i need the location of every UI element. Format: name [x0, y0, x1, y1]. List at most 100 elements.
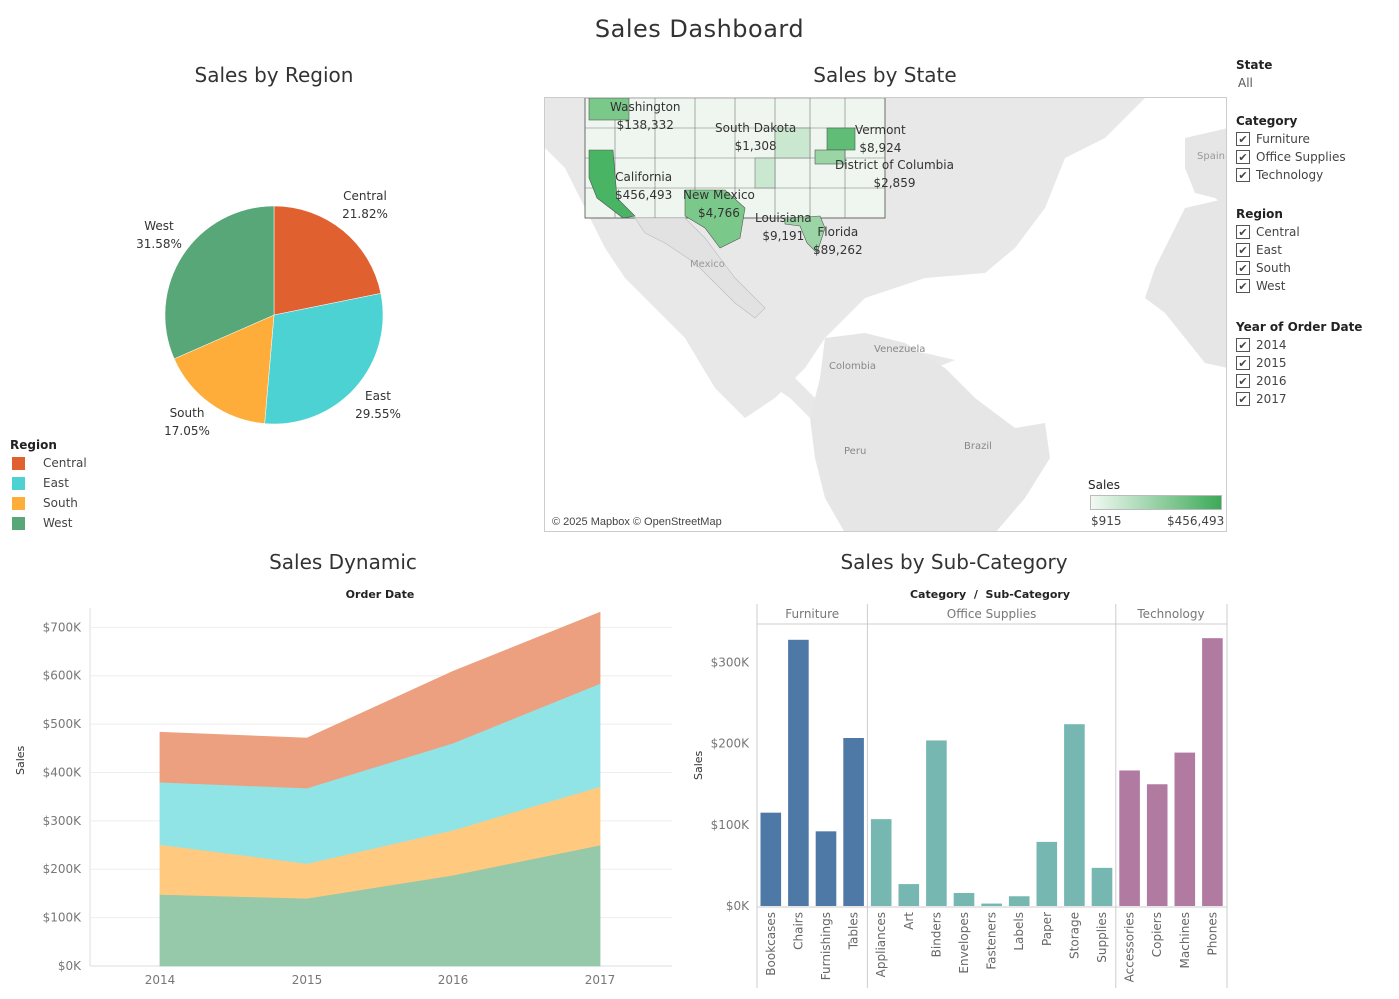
legend-label: Central [43, 456, 87, 470]
checkbox-checked-icon[interactable]: ✔ [1236, 225, 1250, 239]
place-peru: Peru [844, 446, 867, 457]
legend-label: East [43, 476, 69, 490]
pie-slice-west[interactable] [164, 205, 275, 360]
bar-x-label: Machines [1178, 912, 1192, 968]
pie-legend-item-south[interactable]: South [12, 494, 78, 512]
bar-y-tick: $200K [711, 737, 751, 751]
filter-region-west[interactable]: ✔ West [1236, 277, 1286, 295]
bar-furnishings[interactable] [815, 831, 837, 906]
state-name: District of Columbia [835, 158, 954, 172]
checkbox-checked-icon[interactable]: ✔ [1236, 279, 1250, 293]
pie-legend-item-east[interactable]: East [12, 474, 69, 492]
checkbox-checked-icon[interactable]: ✔ [1236, 374, 1250, 388]
checkbox-checked-icon[interactable]: ✔ [1236, 338, 1250, 352]
state-label-louisiana[interactable]: Louisiana $9,191 [755, 209, 812, 245]
pie-legend-item-central[interactable]: Central [12, 454, 87, 472]
filter-category-technology[interactable]: ✔ Technology [1236, 166, 1323, 184]
bar-machines[interactable] [1174, 752, 1196, 906]
legend-label: West [43, 516, 73, 530]
bar-x-label: Labels [1012, 912, 1026, 951]
checkbox-checked-icon[interactable]: ✔ [1236, 168, 1250, 182]
checkbox-label: South [1256, 261, 1291, 275]
pie-pct-west: 31.58% [136, 237, 182, 251]
state-label-california[interactable]: California $456,493 [615, 168, 672, 204]
checkbox-checked-icon[interactable]: ✔ [1236, 356, 1250, 370]
filter-year-2017[interactable]: ✔ 2017 [1236, 390, 1287, 408]
area-series-central[interactable] [159, 611, 601, 789]
area-y-tick: $200K [43, 862, 83, 876]
pie-legend-item-west[interactable]: West [12, 514, 73, 532]
state-label-new-mexico[interactable]: New Mexico $4,766 [683, 186, 755, 222]
area-y-tick: $100K [43, 911, 83, 925]
place-spain: Spain [1197, 151, 1225, 162]
area-y-tick: $700K [43, 620, 83, 634]
bar-chairs[interactable] [788, 639, 809, 906]
filter-state-value[interactable]: All [1238, 76, 1253, 90]
bar-x-label: Accessories [1123, 912, 1137, 982]
checkbox-checked-icon[interactable]: ✔ [1236, 150, 1250, 164]
bar-labels[interactable] [1008, 896, 1030, 906]
state-label-south-dakota[interactable]: South Dakota $1,308 [715, 119, 796, 155]
filter-region-south[interactable]: ✔ South [1236, 259, 1291, 277]
area-x-tick: 2016 [438, 973, 469, 987]
us-states[interactable] [584, 98, 886, 254]
bar-chart[interactable]: $0K $100K $200K $300K Furniture Bookcases Chai… [690, 600, 1235, 995]
filter-year-2014[interactable]: ✔ 2014 [1236, 336, 1287, 354]
pie-slice-east[interactable] [264, 293, 384, 425]
pie-pct-central: 21.82% [342, 207, 388, 221]
map-legend-gradient [1090, 495, 1222, 510]
filter-region-central[interactable]: ✔ Central [1236, 223, 1300, 241]
state-label-district-of-columbia[interactable]: District of Columbia $2,859 [835, 156, 954, 192]
area-y-tick: $0K [58, 959, 82, 973]
filter-year-2015[interactable]: ✔ 2015 [1236, 354, 1287, 372]
bar-appliances[interactable] [870, 819, 892, 906]
bar-storage[interactable] [1064, 724, 1085, 906]
pie-slice-south[interactable] [173, 314, 275, 424]
checkbox-checked-icon[interactable]: ✔ [1236, 261, 1250, 275]
checkbox-label: 2014 [1256, 338, 1287, 352]
bar-x-label: Envelopes [957, 912, 971, 974]
bar-envelopes[interactable] [953, 893, 975, 906]
europe-land [1185, 128, 1226, 207]
state-value: $89,262 [813, 243, 863, 257]
bar-paper[interactable] [1036, 841, 1058, 906]
map-attribution[interactable]: © 2025 Mapbox © OpenStreetMap [552, 516, 722, 528]
bar-binders[interactable] [926, 740, 947, 906]
bar-bookcases[interactable] [760, 812, 782, 906]
bar-art[interactable] [898, 884, 920, 906]
checkbox-label: 2016 [1256, 374, 1287, 388]
bar-group-header: Office Supplies [947, 607, 1037, 621]
filter-year-label: Year of Order Date [1236, 320, 1363, 334]
sales-map[interactable]: Washington $138,332 South Dakota $1,308 Verm… [544, 97, 1227, 532]
checkbox-checked-icon[interactable]: ✔ [1236, 243, 1250, 257]
pie-label-west: West [144, 219, 174, 233]
state-label-vermont[interactable]: Vermont $8,924 [855, 121, 906, 157]
state-label-washington[interactable]: Washington $138,332 [610, 98, 681, 134]
mexico-land [634, 217, 766, 319]
checkbox-label: 2017 [1256, 392, 1287, 406]
pie-slice-central[interactable] [273, 205, 382, 316]
legend-label: South [43, 496, 78, 510]
filter-category-office-supplies[interactable]: ✔ Office Supplies [1236, 148, 1346, 166]
area-chart[interactable]: $0K $100K $200K $300K $400K $500K $600K $700K 20… [0, 600, 690, 995]
bar-tables[interactable] [843, 738, 864, 906]
area-x-tick: 2014 [145, 973, 176, 987]
bar-chart-top-label: Category / Sub-Category [909, 588, 1070, 601]
filter-region-east[interactable]: ✔ East [1236, 241, 1282, 259]
bar-x-label: Binders [929, 912, 943, 957]
area-chart-top-label: Order Date [345, 588, 415, 601]
pie-chart-title: Sales by Region [194, 63, 354, 87]
bar-phones[interactable] [1202, 638, 1223, 906]
bar-supplies[interactable] [1091, 867, 1113, 906]
checkbox-checked-icon[interactable]: ✔ [1236, 392, 1250, 406]
state-label-florida[interactable]: Florida $89,262 [813, 223, 863, 259]
filter-year-2016[interactable]: ✔ 2016 [1236, 372, 1287, 390]
bar-accessories[interactable] [1119, 770, 1140, 906]
bar-fasteners[interactable] [981, 903, 1002, 906]
place-mexico: Mexico [690, 259, 725, 270]
checkbox-checked-icon[interactable]: ✔ [1236, 132, 1250, 146]
bar-copiers[interactable] [1146, 784, 1168, 906]
filter-category-furniture[interactable]: ✔ Furniture [1236, 130, 1310, 148]
pie-pct-east: 29.55% [355, 407, 401, 421]
pie-chart[interactable]: Central 21.82% East 29.55% South 17.05% West 31… [0, 90, 540, 450]
